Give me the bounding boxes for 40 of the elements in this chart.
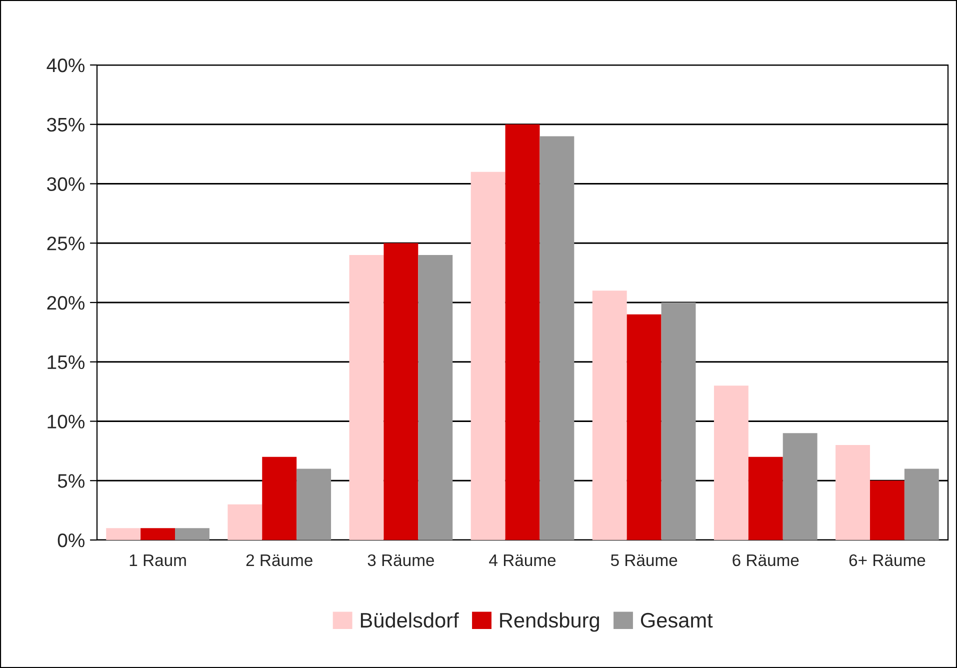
bar xyxy=(175,528,210,540)
bar xyxy=(748,456,783,540)
y-tick-label: 10% xyxy=(48,414,85,428)
y-tick-label: 15% xyxy=(48,355,85,370)
bar xyxy=(904,468,939,540)
bar xyxy=(626,314,662,540)
bar xyxy=(384,243,418,540)
bar xyxy=(782,433,818,540)
x-tick-label: 3 Räume xyxy=(368,554,434,566)
y-tick-label: 0% xyxy=(58,533,85,548)
bar xyxy=(140,528,176,540)
bar xyxy=(505,124,540,540)
bar xyxy=(592,290,627,540)
legend-label: Gesamt xyxy=(640,612,713,628)
bar xyxy=(296,468,332,540)
x-tick-label: 6+ Räume xyxy=(849,554,926,566)
x-tick-label: 2 Räume xyxy=(246,554,312,566)
bar xyxy=(714,386,748,540)
bar xyxy=(661,302,696,540)
bar xyxy=(470,172,506,540)
y-tick-label: 25% xyxy=(47,236,85,250)
bar xyxy=(540,136,574,540)
legend-label: Büdelsdorf xyxy=(360,612,459,628)
bar xyxy=(106,528,141,540)
legend-label: Rendsburg xyxy=(500,612,599,632)
x-tick-label: 1 Raum xyxy=(130,554,186,566)
y-tick-label: 5% xyxy=(58,474,85,488)
bar xyxy=(349,255,384,540)
bar xyxy=(228,504,262,540)
bar xyxy=(836,445,870,540)
x-tick-label: 5 Räume xyxy=(610,554,678,566)
bar xyxy=(418,255,453,540)
y-tick-label: 30% xyxy=(47,177,85,191)
bar xyxy=(870,480,904,540)
bar xyxy=(262,456,297,540)
x-tick-label: 4 Räume xyxy=(489,554,556,566)
y-tick-label: 20% xyxy=(47,296,85,310)
x-tick-label: 6 Räume xyxy=(732,554,799,566)
y-tick-label: 35% xyxy=(47,118,85,132)
y-tick-label: 40% xyxy=(46,58,85,72)
